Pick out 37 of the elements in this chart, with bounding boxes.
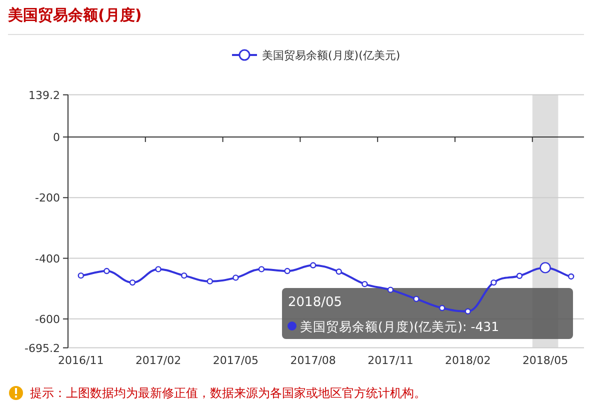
point xyxy=(181,272,188,279)
point xyxy=(155,266,162,272)
point xyxy=(129,279,136,286)
chart-title: 美国贸易余额(月度) xyxy=(7,6,142,24)
point xyxy=(464,308,471,314)
x-tick-label: 2016/11 xyxy=(58,354,104,367)
x-tick-label: 2017/11 xyxy=(368,354,414,367)
point xyxy=(104,268,110,274)
annotation: 美国贸易余额(月度)(亿美元): -431 xyxy=(300,319,500,334)
point xyxy=(362,280,368,288)
text: 2018/05 xyxy=(288,295,342,310)
point xyxy=(490,279,497,286)
x-tick-label: 2017/02 xyxy=(135,354,182,367)
point xyxy=(206,278,213,284)
point xyxy=(78,272,84,279)
x-tick-label: 2018/05 xyxy=(522,354,568,367)
point xyxy=(439,304,446,312)
y-tick-label: 0 xyxy=(53,131,60,144)
x-tick-label: 2017/08 xyxy=(290,354,336,367)
point xyxy=(284,268,290,274)
point xyxy=(568,273,574,280)
point xyxy=(336,268,342,275)
y-tick-label: -200 xyxy=(35,192,60,205)
point xyxy=(387,286,394,293)
point xyxy=(258,266,265,272)
point xyxy=(232,274,239,281)
y-tick-label: -695.2 xyxy=(24,342,60,355)
y-tick-label: 139.2 xyxy=(28,88,60,102)
text: 提示：上图数据均为最新修正值，数据来源为各国家或地区官方统计机构。 xyxy=(30,386,426,400)
y-tick-label: -400 xyxy=(35,252,60,266)
y-tick-label: -600 xyxy=(35,312,60,326)
legend-label: 美国贸易余额(月度)(亿美元) xyxy=(262,49,400,62)
point xyxy=(310,262,316,268)
x-tick-label: 2018/02 xyxy=(445,354,491,367)
point xyxy=(413,296,420,302)
point xyxy=(516,272,523,279)
x-tick-label: 2017/05 xyxy=(212,354,259,367)
